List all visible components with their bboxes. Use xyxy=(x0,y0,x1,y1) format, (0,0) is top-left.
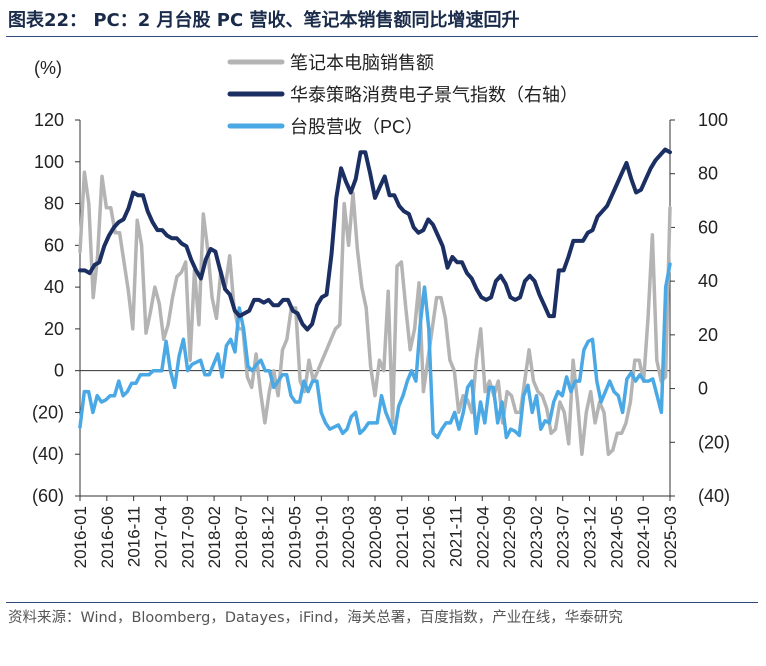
series-line-2 xyxy=(78,262,672,440)
dual-axis-line-chart: 120 100 80 60 40 20 0 (20) (40) (60) 100 80 60 40 20 0… xyxy=(32,53,730,568)
right-tick-label: 0 xyxy=(698,379,708,399)
x-tick-label: 2016-11 xyxy=(125,506,144,567)
left-tick-label: 120 xyxy=(34,110,64,130)
x-tick-label: 2019-05 xyxy=(286,506,305,568)
right-tick-label: 100 xyxy=(698,110,728,130)
left-tick-label: (60) xyxy=(32,486,64,506)
series-layer xyxy=(78,147,672,456)
x-tick-label: 2018-12 xyxy=(259,506,278,568)
legend-label-0: 笔记本电脑销售额 xyxy=(290,53,434,73)
left-tick-label: 40 xyxy=(44,277,64,297)
x-tick-label: 2022-09 xyxy=(500,506,519,568)
left-tick-label: (40) xyxy=(32,444,64,464)
right-tick-label: 80 xyxy=(698,164,718,184)
right-tick-label: 40 xyxy=(698,271,718,291)
x-tick-label: 2016-06 xyxy=(98,506,117,568)
source-note: 资料来源：Wind，Bloomberg，Datayes，iFind，海关总署，百… xyxy=(8,610,623,626)
x-tick-label: 2021-01 xyxy=(393,506,412,568)
right-axis: 100 80 60 40 20 0 (20) (40) xyxy=(669,110,730,506)
x-tick-label: 2024-10 xyxy=(634,506,653,568)
figure-title: 图表22： PC：2 月台股 PC 营收、笔记本销售额同比增速回升 xyxy=(8,10,520,31)
x-tick-label: 2019-10 xyxy=(312,506,331,568)
left-tick-label: (20) xyxy=(32,402,64,422)
x-tick-label: 2025-03 xyxy=(661,506,680,568)
source-divider xyxy=(6,602,758,603)
left-tick-label: 80 xyxy=(44,194,64,214)
x-tick-label: 2018-07 xyxy=(232,506,251,568)
right-tick-label: 60 xyxy=(698,217,718,237)
right-tick-label: 20 xyxy=(698,325,718,345)
series-line-1 xyxy=(78,147,672,332)
right-tick-label: (20) xyxy=(698,432,730,452)
left-axis: 120 100 80 60 40 20 0 (20) (40) (60) xyxy=(32,110,81,506)
x-tick-label: 2020-03 xyxy=(339,506,358,568)
x-tick-label: 2023-02 xyxy=(527,506,546,568)
left-tick-label: 60 xyxy=(44,235,64,255)
legend-label-1: 华泰策略消费电子景气指数（右轴） xyxy=(290,85,578,105)
left-tick-label: 0 xyxy=(54,361,64,381)
x-tick-label: 2016-01 xyxy=(71,506,90,568)
legend-label-2: 台股营收（PC） xyxy=(290,117,423,137)
x-tick-label: 2017-09 xyxy=(178,506,197,568)
x-tick-label: 2024-05 xyxy=(607,506,626,568)
x-tick-label: 2020-08 xyxy=(366,506,385,568)
series-line-0 xyxy=(78,170,672,456)
x-tick-label: 2023-12 xyxy=(581,506,600,568)
x-tick-label: 2017-04 xyxy=(151,506,170,568)
x-tick-label: 2021-06 xyxy=(420,506,439,568)
x-tick-label: 2021-11 xyxy=(446,506,465,567)
left-axis-unit: (%) xyxy=(34,58,62,78)
right-tick-label: (40) xyxy=(698,486,730,506)
x-tick-label: 2018-02 xyxy=(205,506,224,568)
title-divider xyxy=(6,36,758,37)
left-tick-label: 100 xyxy=(34,152,64,172)
left-tick-label: 20 xyxy=(44,319,64,339)
x-tick-label: 2023-07 xyxy=(554,506,573,568)
x-tick-label: 2022-04 xyxy=(473,506,492,568)
